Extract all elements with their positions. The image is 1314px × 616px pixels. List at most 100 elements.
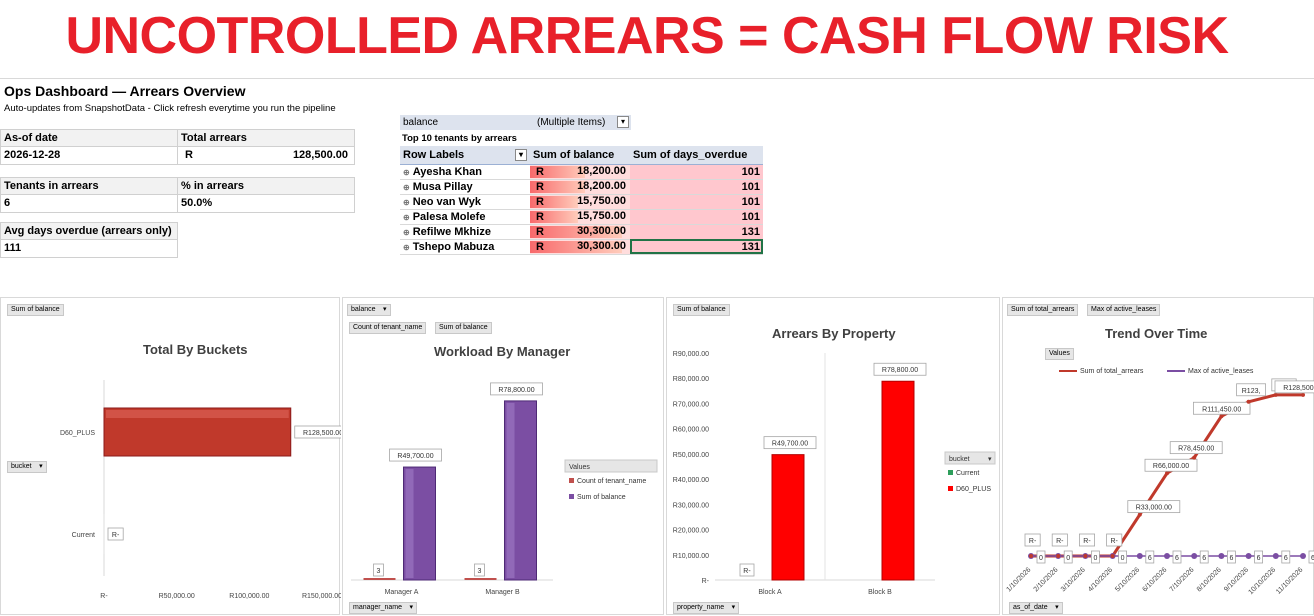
table-row[interactable]: ⊕ Neo van Wyk R 15,750.00 101 <box>400 194 763 209</box>
dropdown-icon: ▾ <box>988 456 992 463</box>
trend-x-tick: 3/10/2026 <box>1060 566 1087 593</box>
table-row[interactable]: ⊕ Ayesha Khan R 18,200.00 101 <box>400 164 763 179</box>
expand-icon[interactable]: ⊕ <box>403 227 410 237</box>
table-row[interactable]: ⊕ Refilwe Mkhize R 30,300.00 131 <box>400 224 763 239</box>
trend-leases-label-box <box>1118 550 1127 564</box>
filter-icon[interactable]: ▾ <box>617 116 629 128</box>
expand-icon[interactable]: ⊕ <box>403 167 410 177</box>
kpi-total-label: Total arrears <box>178 130 354 147</box>
pivot-filter[interactable]: balance (Multiple Items) ▾ <box>400 115 631 130</box>
pivot-balance-cell[interactable]: R 15,750.00 <box>530 209 630 224</box>
pivot-title: Top 10 tenants by arrears <box>402 133 517 144</box>
pivot-days-cell[interactable]: 101 <box>630 209 763 224</box>
dropdown-icon[interactable]: ▾ <box>409 604 414 611</box>
manager-legend-sum: Sum of balance <box>577 494 626 501</box>
property-y-tick: R80,000.00 <box>673 376 709 383</box>
trend-arrears-point <box>1083 554 1088 558</box>
chart-buckets-panel[interactable]: Sum of balance Total By Buckets bucket ▾ … <box>0 297 341 615</box>
property-d60-bar <box>881 380 915 581</box>
pivot-row-label[interactable]: ⊕ Ayesha Khan <box>403 165 482 178</box>
pivot-balance-cell[interactable]: R 30,300.00 <box>530 239 630 254</box>
trend-tag-arrears[interactable]: Sum of total_arrears <box>1007 304 1079 316</box>
kpi-total-row: R 128,500.00 <box>178 147 354 164</box>
pivot-balance-cell[interactable]: R 18,200.00 <box>530 164 630 179</box>
expand-icon[interactable]: ⊕ <box>403 197 410 207</box>
property-current-label: R- <box>743 568 751 575</box>
kpi-asof-label: As-of date <box>1 130 177 147</box>
sort-filter-icon[interactable]: ▾ <box>515 149 527 161</box>
pivot-days-cell[interactable]: 131 <box>630 224 763 239</box>
dropdown-icon[interactable]: ▾ <box>731 604 736 611</box>
pivot-balance-cell[interactable]: R 15,750.00 <box>530 194 630 209</box>
pivot-row-label[interactable]: ⊕ Tshepo Mabuza <box>403 240 495 253</box>
pivot-days-cell[interactable]: 101 <box>630 164 763 179</box>
trend-leases-label: 6 <box>1148 555 1152 562</box>
kpi-total-currency: R <box>185 149 193 161</box>
trend-arrears-label: R78,450.00 <box>1178 446 1214 453</box>
trend-leases-label: 6 <box>1202 555 1206 562</box>
table-row[interactable]: ⊕ Tshepo Mabuza R 30,300.00 131 <box>400 239 763 254</box>
property-d60-label-box <box>763 436 817 450</box>
chart-trend-panel[interactable]: Sum of total_arrears Max of active_lease… <box>1002 297 1314 615</box>
pivot-row-label[interactable]: ⊕ Neo van Wyk <box>403 195 481 208</box>
dropdown-icon[interactable]: ▾ <box>39 463 43 470</box>
data-bar <box>530 165 585 178</box>
trend-arrears-label-box <box>1274 380 1314 394</box>
kpi-avg: Avg days overdue (arrears only) 111 <box>0 222 178 258</box>
manager-tag-count[interactable]: Count of tenant_name <box>349 322 427 334</box>
trend-tag-leases[interactable]: Max of active_leases <box>1087 304 1161 316</box>
pivot-days-cell[interactable]: 101 <box>630 194 763 209</box>
trend-leases-point <box>1272 553 1279 559</box>
trend-legend-leases: Max of active_leases <box>1188 368 1254 375</box>
pivot-row-label[interactable]: ⊕ Musa Pillay <box>403 180 473 193</box>
buckets-field-tag[interactable]: Sum of balance <box>7 304 64 316</box>
trend-arrears-label-box <box>1192 401 1251 415</box>
kpi-avg-label: Avg days overdue (arrears only) <box>1 223 177 240</box>
kpi-tenants-label: Tenants in arrears <box>1 178 177 195</box>
table-row[interactable]: ⊕ Palesa Molefe R 15,750.00 101 <box>400 209 763 224</box>
data-bar <box>530 180 585 193</box>
pivot-header-rowlabels[interactable]: Row Labels ▾ <box>400 146 530 165</box>
pivot-row-label[interactable]: ⊕ Palesa Molefe <box>403 210 486 223</box>
pivot-row-label[interactable]: ⊕ Refilwe Mkhize <box>403 225 491 238</box>
manager-category-label: Manager A <box>385 589 419 596</box>
dropdown-icon[interactable]: ▾ <box>1055 604 1059 611</box>
pivot-balance-cell[interactable]: R 30,300.00 <box>530 224 630 239</box>
manager-sum-bar-highlight <box>405 469 414 578</box>
manager-tag-sum[interactable]: Sum of balance <box>435 322 492 334</box>
manager-legend-count: Count of tenant_name <box>577 478 646 485</box>
trend-arrears-point <box>1029 554 1033 558</box>
legend-swatch <box>569 478 574 483</box>
buckets-axis-field[interactable]: bucket ▾ <box>7 461 47 473</box>
property-category-label: Block A <box>758 589 782 596</box>
chart-property-panel[interactable]: Sum of balance Arrears By Property prope… <box>666 297 1000 615</box>
trend-x-tick: 8/10/2026 <box>1196 566 1223 593</box>
property-y-tick: R60,000.00 <box>673 427 709 434</box>
trend-leases-point <box>1300 553 1306 559</box>
property-legend-d60: D60_PLUS <box>956 486 991 493</box>
trend-x-tick: 1/10/2026 <box>1005 566 1032 593</box>
manager-sum-label: R49,700.00 <box>397 453 433 460</box>
trend-leases-label: 0 <box>1121 555 1125 562</box>
pivot-days-cell[interactable]: 101 <box>630 179 763 194</box>
chart-manager-panel[interactable]: balance ▾ Count of tenant_name Sum of bal… <box>342 297 664 615</box>
filter-icon[interactable]: ▾ <box>383 306 387 313</box>
trend-leases-label-box <box>1036 550 1046 564</box>
trend-arrears-point <box>1219 414 1224 419</box>
manager-count-label-box <box>474 563 485 577</box>
trend-leases-point <box>1218 553 1225 559</box>
expand-icon[interactable]: ⊕ <box>403 242 410 252</box>
kpi-total: Total arrears R 128,500.00 <box>177 129 355 165</box>
expand-icon[interactable]: ⊕ <box>403 212 410 222</box>
manager-filter-tag[interactable]: balance ▾ <box>347 304 391 316</box>
manager-count-bar <box>464 578 497 580</box>
kpi-pct-value: 50.0% <box>181 197 213 209</box>
trend-arrears-label-box <box>1024 533 1041 547</box>
dashboard-title: Ops Dashboard — Arrears Overview <box>4 83 246 99</box>
trend-values-tag[interactable]: Values <box>1045 348 1074 360</box>
table-row[interactable]: ⊕ Musa Pillay R 18,200.00 101 <box>400 179 763 194</box>
pivot-balance-cell[interactable]: R 18,200.00 <box>530 179 630 194</box>
pivot-days-cell[interactable]: 131 <box>630 239 763 254</box>
property-field-tag[interactable]: Sum of balance <box>673 304 730 316</box>
expand-icon[interactable]: ⊕ <box>403 182 410 192</box>
